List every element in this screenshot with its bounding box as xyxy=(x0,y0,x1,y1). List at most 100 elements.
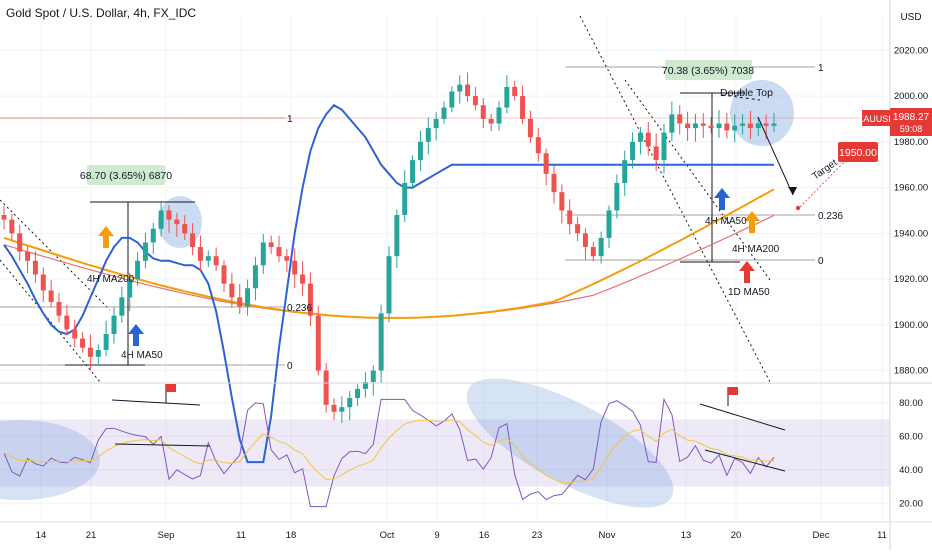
fib-right-1-label: 1 xyxy=(818,63,824,74)
time-tick-label: 20 xyxy=(731,530,742,541)
grid xyxy=(0,16,890,520)
candle-body xyxy=(323,370,329,405)
candle-body xyxy=(692,123,698,129)
double-top-label: Double Top xyxy=(720,87,773,99)
candle-body xyxy=(567,210,573,225)
candle-body xyxy=(347,398,353,408)
candle-body xyxy=(669,114,675,133)
candle-body xyxy=(417,141,423,161)
flags xyxy=(165,384,738,406)
candle-body xyxy=(252,265,258,289)
candle-body xyxy=(56,301,62,316)
candle-body xyxy=(72,329,78,339)
rsi-average-line xyxy=(3,419,775,484)
candle-body xyxy=(221,265,227,284)
time-tick-label: 16 xyxy=(479,530,490,541)
candle-body xyxy=(174,219,180,225)
candle-body xyxy=(237,297,243,307)
time-tick-label: 14 xyxy=(36,530,47,541)
candle-body xyxy=(410,160,416,183)
symbol-tag: XAUUSD xyxy=(857,114,895,124)
candle-body xyxy=(284,256,290,261)
currency-label: USD xyxy=(900,12,921,23)
measure-right-label: 70.38 (3.65%) 7038 xyxy=(662,65,754,77)
candle-body xyxy=(637,132,643,142)
candle-body xyxy=(64,315,70,330)
candle-body xyxy=(465,84,471,97)
candle-body xyxy=(80,338,86,348)
candle-body xyxy=(543,153,549,174)
fib-left-236-label: 0.236 xyxy=(287,303,312,314)
candle-body xyxy=(606,210,612,238)
candle-body xyxy=(370,370,376,382)
candle-body xyxy=(527,118,533,138)
time-tick-label: Dec xyxy=(813,530,830,541)
candle-body xyxy=(158,210,164,229)
candle-body xyxy=(103,333,109,350)
candle-body xyxy=(677,114,683,124)
time-tick-label: Nov xyxy=(599,530,616,541)
time-tick-label: 11 xyxy=(236,530,246,541)
candle-body xyxy=(771,123,777,126)
flag-icon xyxy=(166,384,176,392)
candle-body xyxy=(95,349,101,357)
candle-body xyxy=(685,123,691,129)
candle-body xyxy=(9,219,15,234)
candle-body xyxy=(260,242,266,266)
candle-body xyxy=(763,123,769,126)
candle-body xyxy=(190,233,196,248)
candle-body xyxy=(17,233,23,252)
price-tick-label: 1880.00 xyxy=(894,366,928,377)
candle-body xyxy=(575,224,581,234)
candle-body xyxy=(630,141,636,161)
measure-left-label: 68.70 (3.65%) 6870 xyxy=(80,170,172,182)
candle-body xyxy=(315,315,321,371)
candle-body xyxy=(590,247,596,257)
candle-body xyxy=(268,242,274,248)
rsi-tick-label: 80.00 xyxy=(899,398,923,409)
candle-body xyxy=(520,96,526,119)
candle-body xyxy=(425,128,431,142)
candle-body xyxy=(582,233,588,248)
target-price-tag: 1950.00 xyxy=(839,147,877,159)
candle-body xyxy=(551,173,557,193)
flag-icon xyxy=(728,387,738,395)
candle-body xyxy=(472,96,478,106)
candle-body xyxy=(276,247,282,257)
candle-body xyxy=(708,125,714,129)
price-tick-label: 1900.00 xyxy=(894,320,928,331)
candle-body xyxy=(245,288,251,307)
candle-body xyxy=(732,125,738,131)
price-tick-label: 1940.00 xyxy=(894,228,928,239)
price-tags: 1950.00 XAUUSD 1988.27 59:08 xyxy=(838,108,932,162)
left-top-highlight xyxy=(158,196,202,248)
candle-body xyxy=(229,283,235,298)
up-arrow-orange-right xyxy=(744,211,760,233)
candle-body xyxy=(355,388,361,399)
candle-body xyxy=(339,407,345,412)
candle-body xyxy=(740,123,746,126)
countdown-tag: 59:08 xyxy=(900,124,923,134)
last-price-tag: 1988.27 xyxy=(893,112,930,123)
up-arrow-blue-left xyxy=(128,324,144,346)
candle-body xyxy=(1,215,7,220)
double-top-highlight xyxy=(730,80,794,146)
candle-body xyxy=(394,215,400,257)
candle-body xyxy=(402,182,408,216)
candle-body xyxy=(135,260,141,280)
candle-body xyxy=(25,251,31,261)
ma50-4h-line xyxy=(3,103,774,464)
candle-body xyxy=(504,86,510,108)
candle-body xyxy=(111,315,117,334)
candle-body xyxy=(496,107,502,124)
rsi-line xyxy=(3,397,775,508)
candle-body xyxy=(645,132,651,147)
up-arrow-blue-right xyxy=(714,188,730,210)
candle-body xyxy=(598,237,604,257)
candle-body xyxy=(512,86,518,97)
candle-body xyxy=(40,274,46,291)
candle-body xyxy=(205,256,211,261)
candle-body xyxy=(724,123,730,131)
candle-body xyxy=(331,404,337,412)
